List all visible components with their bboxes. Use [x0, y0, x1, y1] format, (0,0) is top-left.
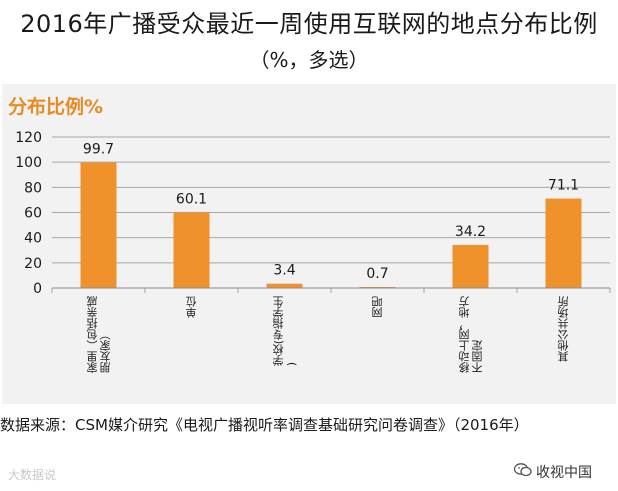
bar [266, 283, 303, 288]
bar-chart: 0 20 40 60 80 100 120 99.7 60.1 3.4 0.7 34.2 71.1 [15, 130, 611, 297]
source-note: 数据来源：CSM媒介研究《电视广播视听率调查基础研究问卷调查》（2016年） [0, 416, 529, 434]
y-tick-label: 20 [24, 256, 42, 272]
category-label: 其他公共场所 [557, 296, 570, 362]
category-label: 网吧 [371, 296, 384, 318]
y-tick-label: 40 [24, 231, 42, 247]
y-tick-label: 80 [24, 180, 42, 196]
brand-tag: 收视中国 [513, 462, 592, 482]
page-title: 2016年广播受众最近一周使用互联网的地点分布比例 [20, 10, 598, 38]
category-label: 移动上网，地方 不固定 [457, 296, 484, 373]
data-label: 99.7 [83, 142, 114, 158]
watermark-text: 大数据说 [8, 468, 57, 482]
bar [545, 198, 582, 288]
bar [452, 244, 489, 288]
wechat-icon [513, 463, 532, 481]
data-label: 0.7 [366, 266, 388, 282]
y-tick-label: 100 [15, 155, 42, 171]
data-label: 34.2 [455, 224, 486, 240]
watermark: 大数据说 [8, 466, 56, 483]
data-label: 60.1 [176, 191, 207, 207]
chart-unit-label: 分布比例% [8, 96, 104, 118]
y-tick-label: 60 [24, 206, 42, 222]
category-label: 学校(专指学生 ) [271, 296, 298, 367]
brand-name: 收视中国 [536, 465, 592, 481]
page-subtitle: （%，多选） [249, 48, 369, 72]
chart-panel: 0 20 40 60 80 100 120 99.7 60.1 3.4 0.7 34.2 71.1 [2, 84, 616, 404]
category-label: 单位 [185, 296, 198, 318]
y-tick-label: 0 [33, 281, 42, 297]
y-tick-label: 120 [15, 130, 42, 146]
category-label: 家里（包括亲戚 朋友家） [85, 296, 112, 373]
data-label: 3.4 [273, 263, 295, 279]
bar [173, 212, 210, 288]
bar [80, 162, 117, 288]
data-label: 71.1 [548, 178, 579, 194]
